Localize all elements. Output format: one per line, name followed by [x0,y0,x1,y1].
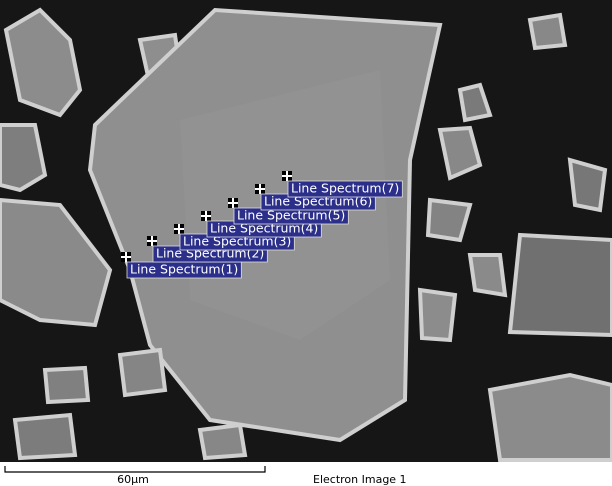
spectrum-label: Line Spectrum(7) [291,181,399,196]
scale-label: 60µm [117,473,149,486]
spectrum-label: Line Spectrum(1) [130,262,238,277]
caption: Electron Image 1 [313,473,407,486]
footer [0,462,612,486]
sem-image: Line Spectrum(1)Line Spectrum(2)Line Spe… [0,0,612,486]
